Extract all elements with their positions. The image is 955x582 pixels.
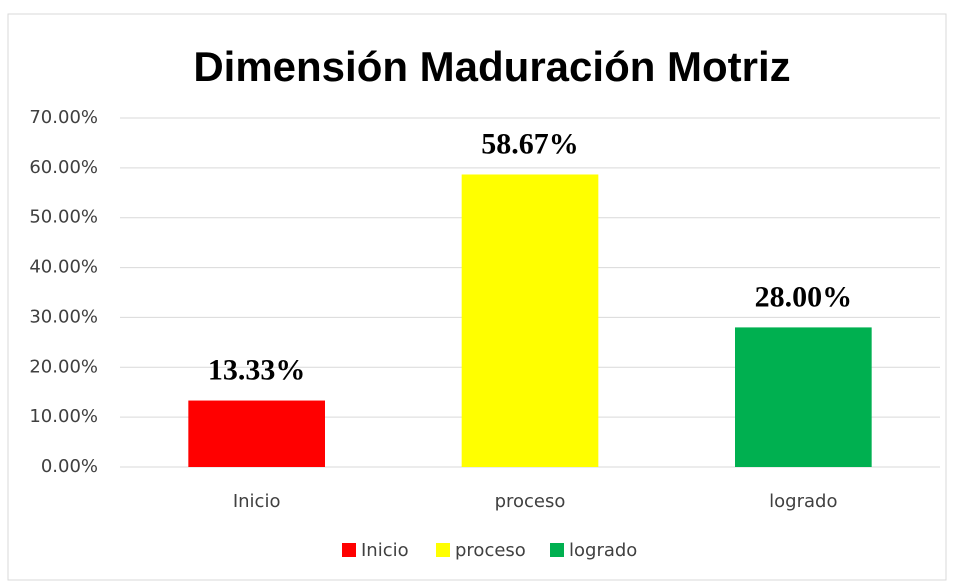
y-tick-label: 50.00% (29, 207, 98, 228)
y-tick-label: 20.00% (29, 356, 98, 377)
y-tick-label: 60.00% (29, 157, 98, 178)
y-tick-label: 10.00% (29, 406, 98, 427)
data-label: 13.33% (208, 353, 306, 386)
bar (735, 327, 872, 467)
bar (188, 400, 325, 467)
legend-swatch (550, 543, 564, 557)
x-tick-label: logrado (769, 491, 837, 512)
y-tick-label: 30.00% (29, 306, 98, 327)
y-tick-label: 40.00% (29, 257, 98, 278)
legend-label: Inicio (361, 540, 409, 561)
legend-swatch (436, 543, 450, 557)
legend-label: proceso (455, 540, 526, 561)
data-label: 28.00% (755, 280, 853, 313)
x-tick-label: Inicio (233, 491, 281, 512)
chart-title: Dimensión Maduración Motriz (193, 43, 790, 90)
x-tick-label: proceso (495, 491, 566, 512)
y-tick-label: 0.00% (41, 456, 98, 477)
bar (461, 174, 599, 467)
legend-swatch (342, 543, 356, 557)
legend-label: logrado (569, 540, 637, 561)
data-label: 58.67% (481, 127, 579, 160)
y-tick-label: 70.00% (29, 107, 98, 128)
